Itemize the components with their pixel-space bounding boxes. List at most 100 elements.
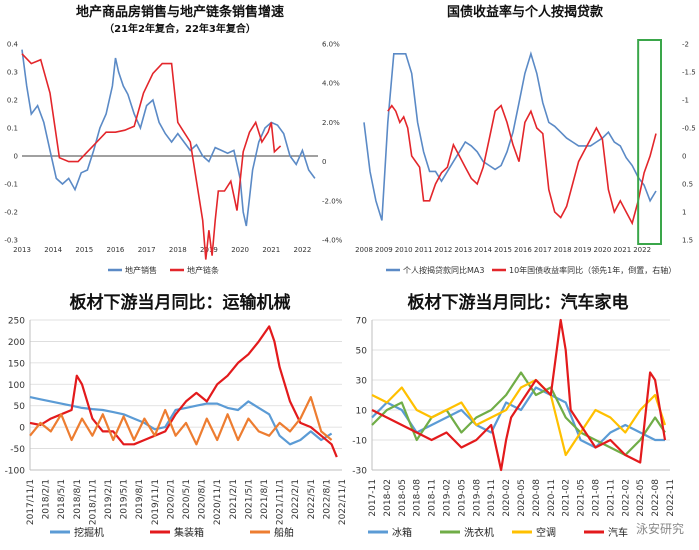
y-tick-label-right: 4.0% [322,80,340,88]
y-tick-label-right: 2.0% [322,119,340,127]
x-tick-label: 2021-11 [606,479,616,517]
y-tick-label: 0 [19,424,25,434]
x-tick-label: 2022-11 [666,479,676,517]
x-tick-label: 2019/5/1 [120,479,130,519]
y-tick-label: -50 [10,445,25,455]
x-tick-label: 2021/11/1 [276,479,286,525]
y-tick-label-right: 6.0% [322,41,340,49]
x-tick-label: 2014 [474,246,492,254]
legend-label: 汽车 [608,526,628,539]
x-tick-label: 2020/5/1 [182,479,192,519]
x-tick-label: 2018-05 [398,479,408,517]
x-tick-label: 2021/5/1 [244,479,254,519]
x-tick-label: 2021-05 [577,479,587,517]
y-tick-label: 10 [356,407,368,417]
y-tick-label-left: 0 [14,153,18,161]
x-tick-label: 2019/11/1 [151,479,161,525]
x-tick-label: 2021/8/1 [260,479,270,519]
y-tick-label: 50 [14,402,26,412]
x-tick-label: 2018/11/1 [88,479,98,525]
x-tick-label: 2018/2/1 [42,479,52,519]
x-tick-label: 2018 [169,246,187,254]
y-tick-label-left: -0.3 [4,237,18,245]
y-tick-label: -10 [352,437,367,447]
x-tick-label: 2022/5/1 [307,479,317,519]
y-tick-label-right: -2 [682,41,689,49]
x-tick-label: 2020-02 [502,479,512,517]
x-tick-label: 2021 [613,246,631,254]
y-tick-label-right: -2.0% [322,197,342,205]
y-tick-label-right: -1 [682,97,689,105]
x-tick-label: 2019/2/1 [104,479,114,519]
y-tick-label-left: 0.2 [7,97,18,105]
x-tick-label: 2022-08 [651,479,661,517]
legend-label: 10年国债收益率同比（领先1年，倒置，右轴） [509,265,676,275]
chart-property-sales: 地产商品房销售与地产链条销售增速 （21年2年复合，22年3年复合） 0.4 0.… [0,0,342,285]
series-line [29,325,338,458]
x-tick-label: 2017/11/1 [26,479,36,525]
y-tick-label: 50 [356,347,368,357]
highlight-box [637,39,663,245]
x-tick-label: 2020-11 [547,479,557,517]
x-tick-label: 2014 [44,246,62,254]
x-tick-label: 2013 [454,246,472,254]
x-tick-label: 2020/2/1 [166,479,176,519]
y-tick-label: -100 [5,467,26,477]
y-tick-label-left: 0.4 [7,41,19,49]
legend-label: 地产销售 [125,265,157,275]
x-tick-label: 2019-08 [472,479,482,517]
x-tick-label: 2018 [554,246,572,254]
x-tick-label: 2022/11/1 [338,479,348,525]
x-tick-label: 2016 [514,246,532,254]
chart-transport-machinery-svg: 板材下游当月同比：运输机械 250 200 150 100 50 0 -50 -1002017… [5,292,348,539]
y-tick-label-right: -4.0% [322,237,342,245]
x-tick-label: 2021/2/1 [229,479,239,519]
legend-label: 挖掘机 [74,526,104,539]
x-tick-label: 2017 [138,246,156,254]
x-tick-label: 2008 [355,246,373,254]
watermark-text: 泳安研究 [636,521,684,536]
x-tick-label: 2012 [435,246,453,254]
x-tick-label: 2019-11 [487,479,497,517]
series-line [29,396,333,446]
x-tick-label: 2019/8/1 [135,479,145,519]
y-tick-label-right: 1.5 [682,237,693,245]
chart-title: 地产商品房销售与地产链条销售增速 [76,4,284,20]
chart-title: 国债收益率与个人按揭贷款 [447,4,604,20]
x-tick-label: 2021-02 [562,479,572,517]
y-tick-label: 100 [8,381,25,391]
series-line [29,396,333,446]
y-tick-label-left: 0.3 [7,69,18,77]
x-tick-label: 2022/2/1 [291,479,301,519]
legend-label: 冰箱 [392,526,412,539]
y-tick-label-right: 1 [682,209,686,217]
x-tick-label: 2022-05 [636,479,646,517]
y-tick-label-right: -1.5 [682,69,696,77]
x-tick-label: 2022-02 [621,479,631,517]
y-tick-label: 150 [8,359,25,369]
x-tick-label: 2020/8/1 [198,479,208,519]
chart-property-sales-svg: 地产商品房销售与地产链条销售增速 （21年2年复合，22年3年复合） 0.4 0.… [4,4,342,275]
chart-bond-yield-mortgage-svg: 国债收益率与个人按揭贷款 -2 -1.5 -1 -0.5 0 0.5 1 1.5 2008 200… [355,4,696,275]
chart-auto-appliances: 板材下游当月同比：汽车家电 泳安研究 70 50 30 10 -10 -30 2017-11… [350,288,699,546]
chart-subtitle: （21年2年复合，22年3年复合） [104,22,256,35]
x-tick-label: 2011 [415,246,433,254]
y-tick-label: 30 [356,377,368,387]
x-tick-label: 2016 [107,246,125,254]
y-tick-label-left: -0.1 [4,181,18,189]
y-tick-label: 250 [8,317,25,327]
y-tick-label-right: 0 [682,153,686,161]
legend-label: 空调 [536,526,556,539]
series-line [371,318,667,472]
chart-transport-machinery: 板材下游当月同比：运输机械 250 200 150 100 50 0 -50 -100 2017… [0,288,350,546]
x-tick-label: 2020/11/1 [213,479,223,525]
x-tick-label: 2009 [375,246,393,254]
x-tick-label: 2017-11 [368,479,378,517]
y-tick-label: -30 [352,467,367,477]
chart-title: 板材下游当月同比：汽车家电 [408,292,629,313]
x-tick-label: 2019 [200,246,218,254]
x-tick-label: 2020 [593,246,611,254]
y-tick-label-right: 0 [322,158,326,166]
y-tick-label: 200 [8,338,25,348]
x-tick-label: 2017 [534,246,552,254]
